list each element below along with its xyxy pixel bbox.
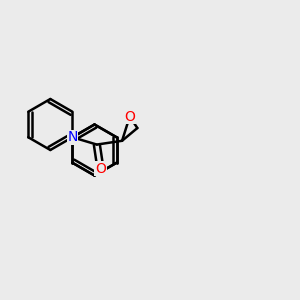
Text: O: O (95, 161, 106, 176)
Text: N: N (67, 130, 78, 144)
Text: O: O (124, 110, 135, 124)
